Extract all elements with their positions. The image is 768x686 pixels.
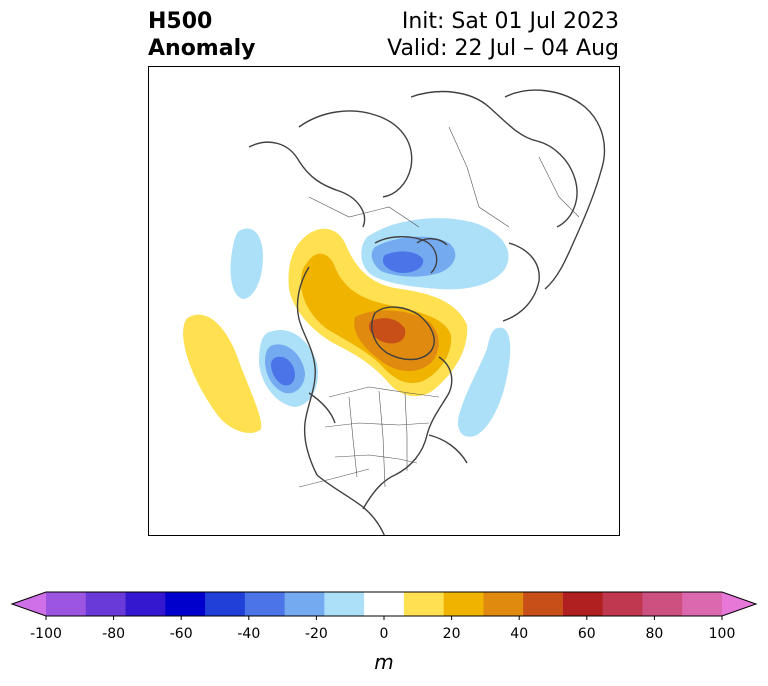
colorbar-segment <box>165 592 206 616</box>
colorbar-tick-label: -80 <box>102 626 125 642</box>
arctic-negative-anomaly-core <box>383 251 424 273</box>
anomaly-shading <box>183 218 511 437</box>
coastlines <box>248 89 606 535</box>
colorbar-segment <box>642 592 683 616</box>
colorbar-segment <box>324 592 365 616</box>
colorbar-tick-label: -20 <box>305 626 328 642</box>
forecast-dates: Init: Sat 01 Jul 2023 Valid: 22 Jul – 04… <box>387 8 619 62</box>
political-borders <box>298 126 580 488</box>
colorbar-segment <box>46 592 87 616</box>
colorbar-segment <box>483 592 524 616</box>
colorbar-segment <box>602 592 643 616</box>
colorbar-segment <box>403 592 445 616</box>
atlantic-negative-anomaly <box>457 327 511 437</box>
valid-range: Valid: 22 Jul – 04 Aug <box>387 36 619 61</box>
colorbar-segment <box>85 592 127 616</box>
colorbar-segment <box>562 592 604 616</box>
map-panel <box>148 66 620 536</box>
pacific-positive-anomaly <box>183 314 262 433</box>
colorbar-segment <box>205 592 246 616</box>
title-line-2: Anomaly <box>148 36 256 61</box>
colorbar-segment <box>364 592 405 616</box>
colorbar-segment <box>125 592 166 616</box>
anomaly-map <box>183 89 606 535</box>
colorbar-tick-label: -60 <box>170 626 193 642</box>
colorbar-max-extend <box>722 592 756 616</box>
map-title: H500 Anomaly <box>148 8 255 62</box>
title-line-1: H500 <box>148 9 213 34</box>
colorbar-min-extend <box>12 592 46 616</box>
colorbar-tick-label: 0 <box>380 626 389 642</box>
colorbar-tick-label: 40 <box>510 626 528 642</box>
west-coast-negative-anomaly-core <box>271 356 295 386</box>
colorbar-segment <box>523 592 564 616</box>
alaska-negative-anomaly <box>230 228 263 299</box>
init-date: Init: Sat 01 Jul 2023 <box>401 9 619 34</box>
colorbar-segment <box>682 592 723 616</box>
colorbar-tick-label: 20 <box>443 626 461 642</box>
canada-positive-anomaly-core <box>369 318 406 344</box>
colorbar-segment <box>443 592 484 616</box>
colorbar-unit-label: m <box>374 650 393 674</box>
colorbar-segment <box>284 592 325 616</box>
colorbar: -100 -80 -60 -40 -20 0 20 40 60 80 100 m <box>0 580 768 680</box>
colorbar-tick-label: 60 <box>578 626 596 642</box>
colorbar-graphic: -100 -80 -60 -40 -20 0 20 40 60 80 100 m <box>10 591 758 674</box>
colorbar-tick-label: 80 <box>645 626 663 642</box>
colorbar-tick-label: 100 <box>709 626 736 642</box>
colorbar-segment <box>244 592 286 616</box>
colorbar-tick-label: -40 <box>237 626 260 642</box>
colorbar-tick-label: -100 <box>30 626 62 642</box>
